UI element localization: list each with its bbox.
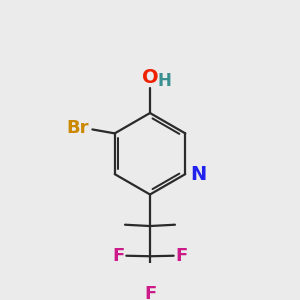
Text: F: F — [176, 247, 188, 265]
Text: H: H — [158, 73, 171, 91]
Text: F: F — [144, 285, 156, 300]
Text: O: O — [142, 68, 158, 87]
Text: Br: Br — [66, 119, 88, 137]
Text: F: F — [112, 247, 124, 265]
Text: N: N — [190, 165, 206, 184]
